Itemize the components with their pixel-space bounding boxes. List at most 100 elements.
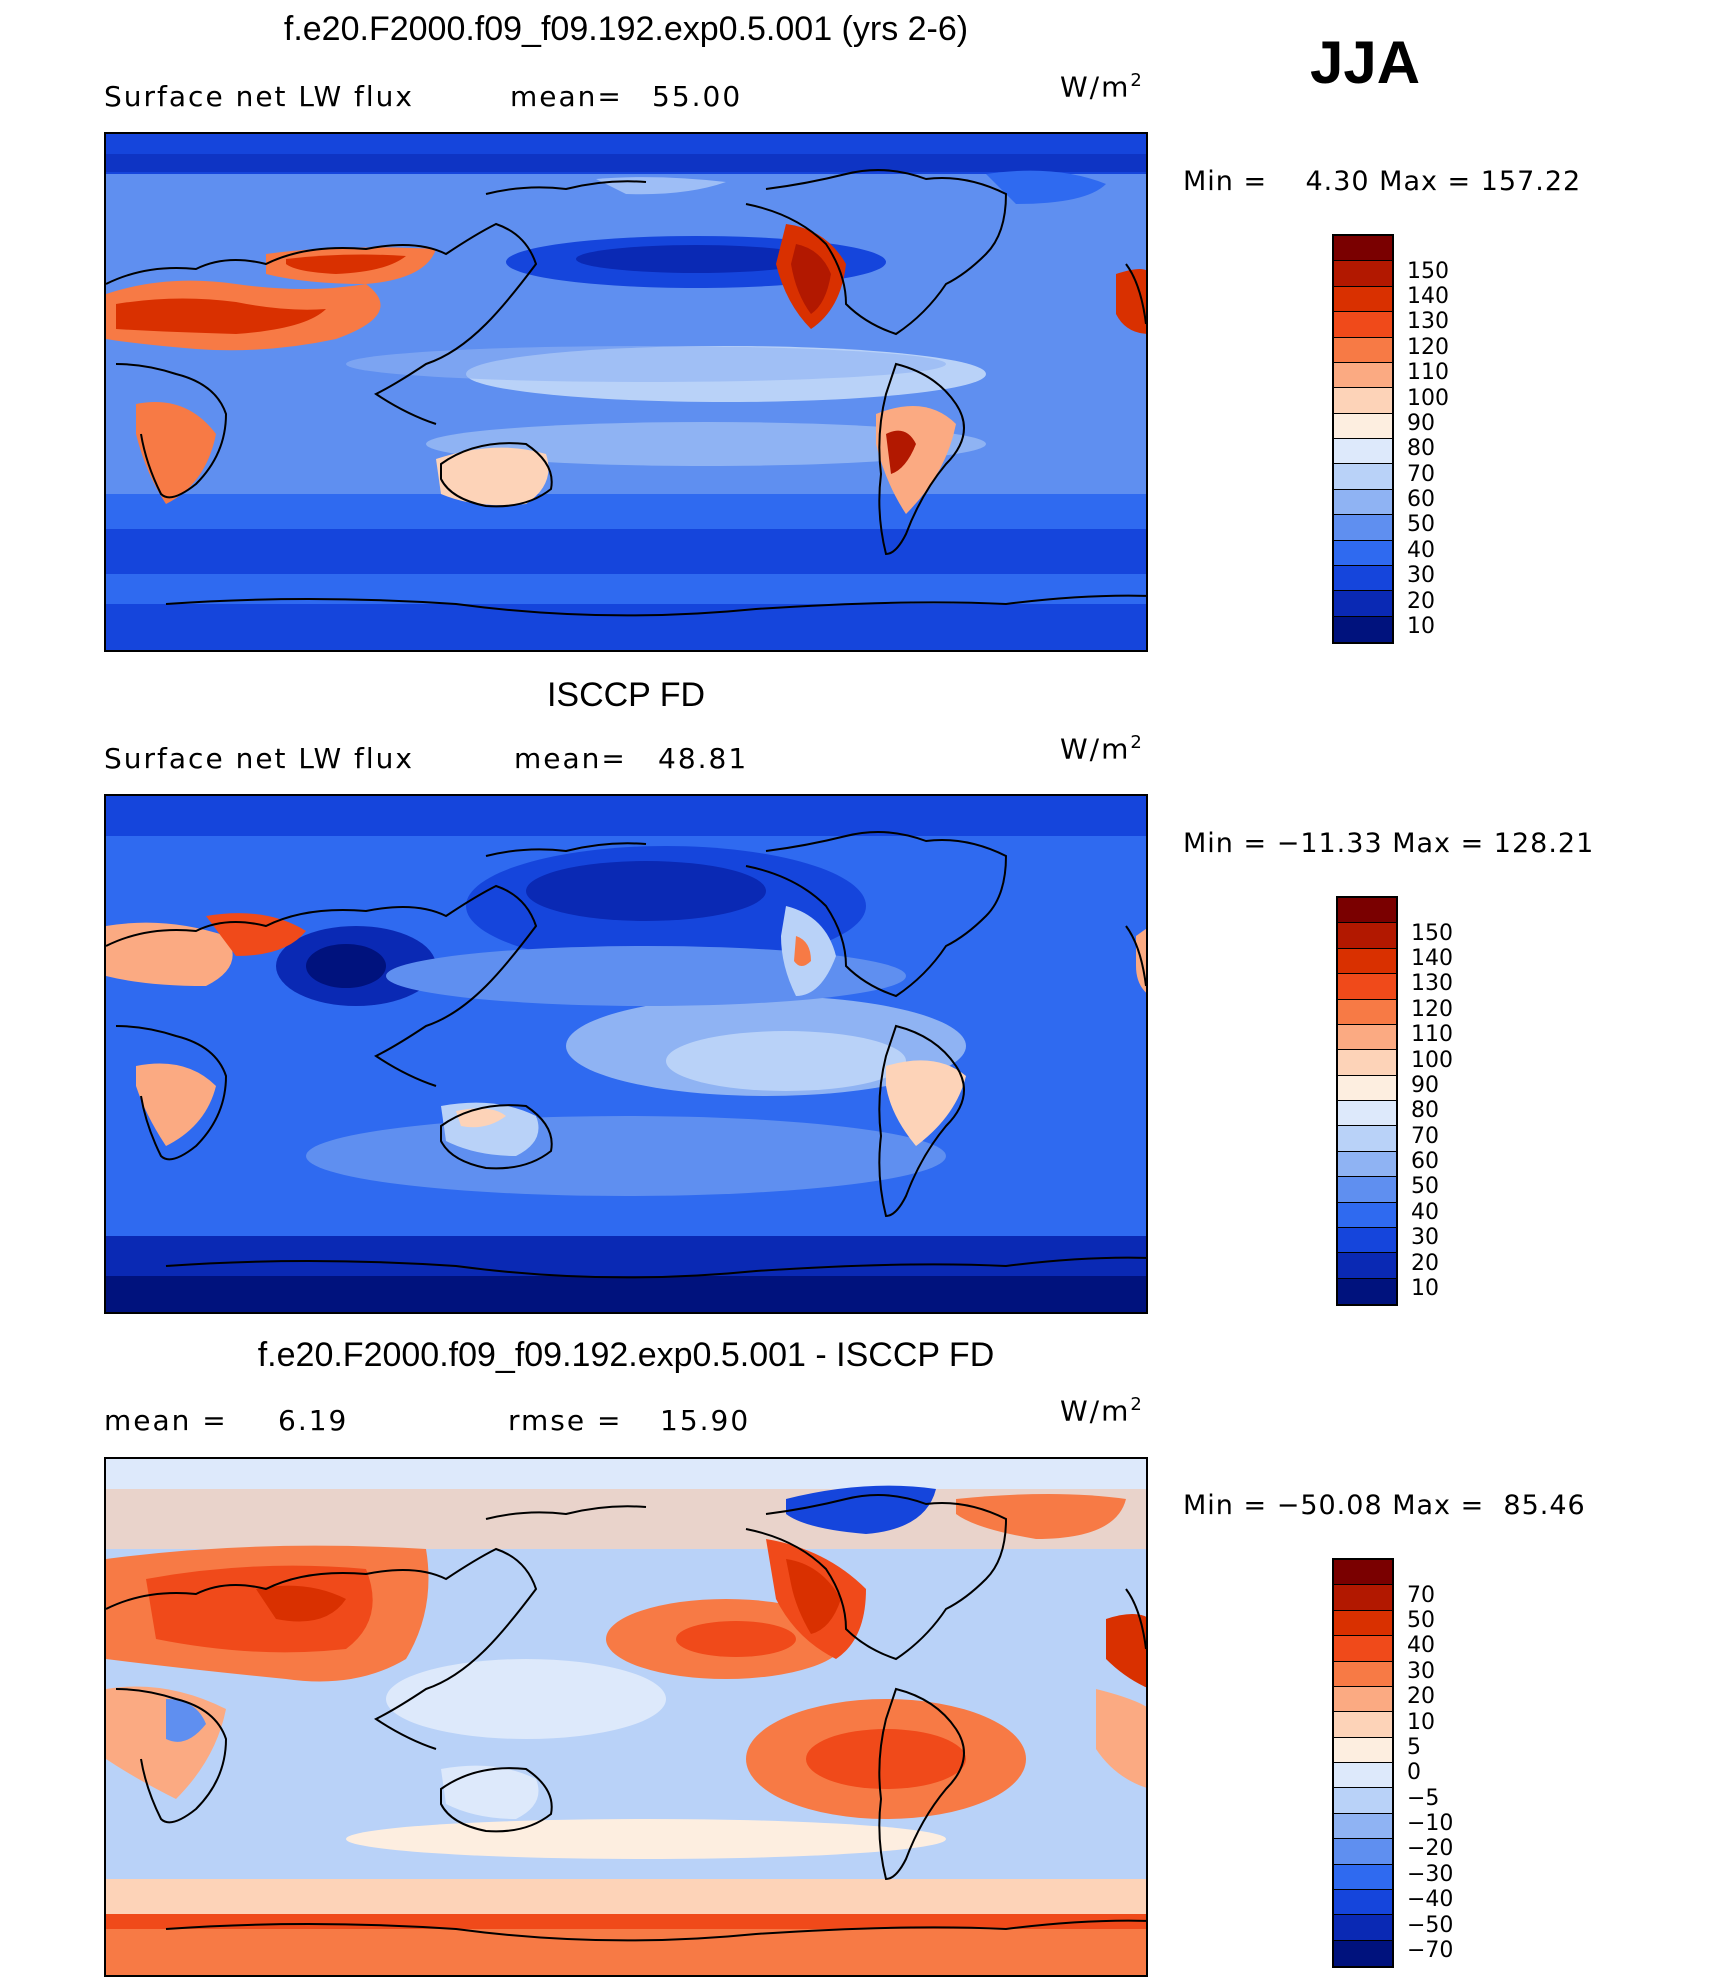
colorbar-tick-label: −5: [1407, 1785, 1440, 1811]
colorbar-tick-label: 70: [1407, 461, 1435, 487]
colorbar-cell: [1338, 1202, 1396, 1228]
colorbar-cell: [1334, 286, 1392, 313]
colorbar-cell: [1334, 1686, 1392, 1713]
colorbar-tick-label: 30: [1407, 563, 1435, 589]
colorbar-tick-label: 90: [1411, 1072, 1439, 1098]
colorbar-cell: [1334, 540, 1392, 566]
colorbar-tick-label: −50: [1407, 1912, 1454, 1938]
colorbar-cell: [1334, 1763, 1392, 1789]
colorbar-tick-label: 100: [1407, 385, 1449, 411]
colorbar-tick-label: 50: [1407, 512, 1435, 538]
panel-1-units: W/m2: [1060, 70, 1144, 104]
colorbar-cell: [1334, 388, 1392, 414]
colorbar-cell: [1338, 1151, 1396, 1178]
panel-1-minmax: Min = 4.30 Max = 157.22: [1183, 166, 1582, 197]
colorbar-cell: [1338, 1278, 1396, 1304]
panel-3-units: W/m2: [1060, 1394, 1144, 1428]
colorbar-tick-label: 120: [1407, 334, 1449, 360]
colorbar-tick-label: 40: [1411, 1199, 1439, 1225]
colorbar-cell: [1334, 261, 1392, 287]
colorbar-cell: [1334, 515, 1392, 541]
colorbar-cell: [1338, 999, 1396, 1025]
colorbar-tick-label: 140: [1411, 946, 1453, 972]
colorbar-cell: [1338, 1024, 1396, 1051]
colorbar-cell: [1334, 362, 1392, 389]
panel-3-colorbar: [1332, 1558, 1394, 1968]
colorbar-tick-label: 60: [1411, 1149, 1439, 1175]
colorbar-tick-label: 0: [1407, 1760, 1421, 1786]
panel-3-rmse-label: rmse =: [508, 1404, 623, 1437]
colorbar-cell: [1338, 923, 1396, 949]
colorbar-cell: [1334, 1864, 1392, 1890]
colorbar-tick-label: 90: [1407, 410, 1435, 436]
panel-2-variable: Surface net LW flux: [104, 742, 414, 775]
colorbar-tick-label: 70: [1411, 1123, 1439, 1149]
colorbar-tick-label: 40: [1407, 1633, 1435, 1659]
colorbar-tick-label: 10: [1407, 1709, 1435, 1735]
panel-1-title: f.e20.F2000.f09_f09.192.exp0.5.001 (yrs …: [283, 10, 969, 48]
colorbar-cell: [1338, 974, 1396, 1000]
colorbar-tick-label: 130: [1411, 971, 1453, 997]
colorbar-cell: [1334, 312, 1392, 338]
panel-2-colorbar: [1336, 896, 1398, 1306]
colorbar-tick-label: 50: [1411, 1174, 1439, 1200]
panel-1-mean-value: 55.00: [652, 80, 743, 113]
colorbar-cell: [1338, 1177, 1396, 1203]
colorbar-tick-label: 110: [1407, 360, 1449, 386]
colorbar-tick-label: −20: [1407, 1836, 1454, 1862]
colorbar-tick-label: 150: [1411, 920, 1453, 946]
colorbar-cell: [1338, 1050, 1396, 1076]
colorbar-cell: [1334, 1737, 1392, 1763]
colorbar-cell: [1334, 1585, 1392, 1611]
colorbar-tick-label: 120: [1411, 996, 1453, 1022]
colorbar-tick-label: 130: [1407, 309, 1449, 335]
colorbar-cell: [1334, 1788, 1392, 1814]
colorbar-cell: [1338, 898, 1396, 924]
colorbar-cell: [1338, 1101, 1396, 1127]
colorbar-tick-label: −70: [1407, 1937, 1454, 1963]
panel-1-map-svg: [106, 134, 1146, 650]
panel-3-title: f.e20.F2000.f09_f09.192.exp0.5.001 - ISC…: [257, 1336, 995, 1374]
panel-2-title: ISCCP FD: [546, 676, 706, 714]
panel-2-map-svg: [106, 796, 1146, 1312]
colorbar-tick-label: 140: [1407, 284, 1449, 310]
colorbar-cell: [1334, 464, 1392, 490]
colorbar-tick-label: 30: [1411, 1225, 1439, 1251]
panel-3-map-svg: [106, 1459, 1146, 1975]
colorbar-cell: [1338, 1227, 1396, 1254]
colorbar-cell: [1334, 1560, 1392, 1586]
colorbar-cell: [1338, 948, 1396, 975]
colorbar-tick-label: 20: [1407, 1684, 1435, 1710]
colorbar-cell: [1334, 1610, 1392, 1637]
colorbar-tick-label: 80: [1411, 1098, 1439, 1124]
colorbar-tick-label: 30: [1407, 1658, 1435, 1684]
colorbar-cell: [1338, 1075, 1396, 1101]
colorbar-tick-label: 5: [1407, 1734, 1421, 1760]
colorbar-cell: [1334, 1889, 1392, 1916]
panel-2-mean-label: mean=: [514, 742, 627, 775]
panel-2-minmax: Min = −11.33 Max = 128.21: [1183, 828, 1595, 859]
panel-3-colorbar-cells: [1334, 1560, 1392, 1966]
colorbar-tick-label: 100: [1411, 1047, 1453, 1073]
colorbar-cell: [1334, 616, 1392, 642]
panel-3-map: [104, 1457, 1148, 1977]
colorbar-tick-label: 70: [1407, 1582, 1435, 1608]
colorbar-cell: [1334, 1813, 1392, 1840]
panel-1-colorbar-cells: [1334, 236, 1392, 642]
colorbar-tick-label: 60: [1407, 487, 1435, 513]
colorbar-tick-label: 80: [1407, 436, 1435, 462]
colorbar-cell: [1338, 1126, 1396, 1152]
colorbar-tick-label: 10: [1411, 1275, 1439, 1301]
colorbar-cell: [1338, 1253, 1396, 1279]
colorbar-tick-label: −40: [1407, 1887, 1454, 1913]
panel-1-mean-label: mean=: [510, 80, 623, 113]
colorbar-tick-label: 110: [1411, 1022, 1453, 1048]
colorbar-tick-label: 20: [1411, 1250, 1439, 1276]
season-label: JJA: [1310, 29, 1421, 96]
panel-2-map: [104, 794, 1148, 1314]
colorbar-tick-label: 10: [1407, 613, 1435, 639]
colorbar-cell: [1334, 565, 1392, 592]
panel-3-mean-label: mean =: [104, 1404, 228, 1437]
colorbar-cell: [1334, 489, 1392, 516]
panel-2-mean-value: 48.81: [658, 742, 749, 775]
